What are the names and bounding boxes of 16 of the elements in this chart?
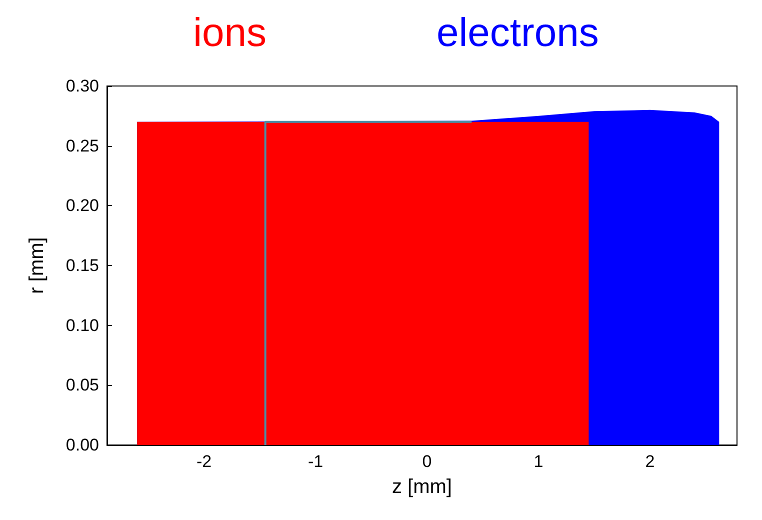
y-tick-label: 0.15 <box>66 256 99 275</box>
x-axis-title: z [mm] <box>392 476 452 498</box>
x-tick-label: 1 <box>534 452 544 471</box>
x-tick-label: -1 <box>308 452 324 471</box>
x-tick-label: 0 <box>422 452 432 471</box>
x-tick-label: 2 <box>645 452 655 471</box>
y-tick-label: 0.30 <box>66 76 99 96</box>
y-tick-label: 0.00 <box>66 436 99 454</box>
y-tick-label: 0.05 <box>66 376 99 395</box>
series-label: ions <box>193 11 267 55</box>
series-label: electrons <box>436 11 599 55</box>
y-tick-label: 0.25 <box>66 136 99 156</box>
y-axis-title: r [mm] <box>26 237 48 294</box>
x-tick-label: -2 <box>196 452 212 471</box>
y-tick-label: 0.20 <box>66 196 99 216</box>
y-tick-label: 0.10 <box>66 316 99 335</box>
